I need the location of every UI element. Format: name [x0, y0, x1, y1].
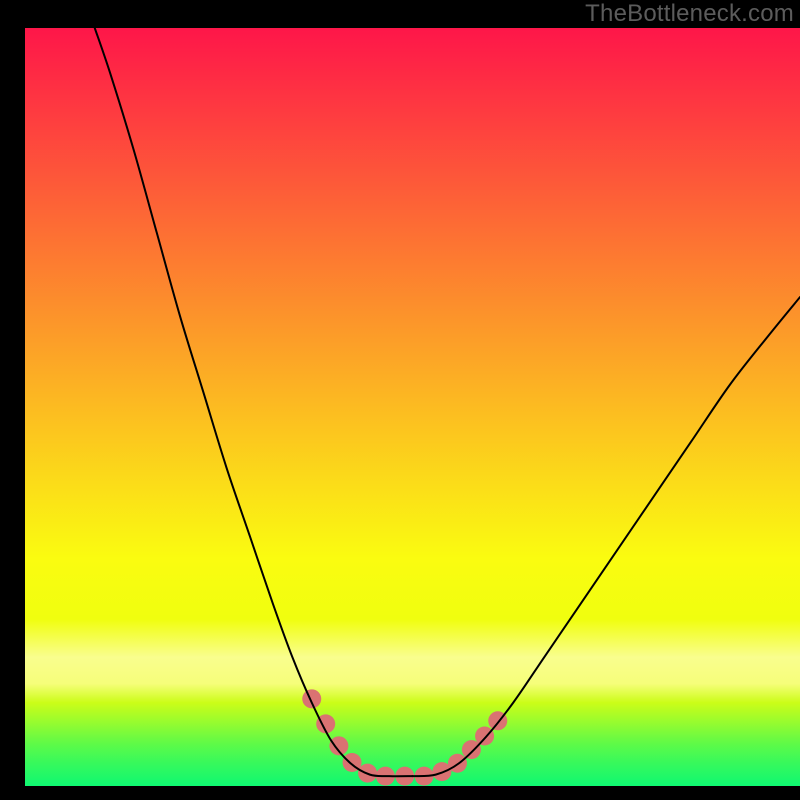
plot-area [25, 28, 800, 786]
curve-overlay [25, 28, 800, 786]
watermark-label: TheBottleneck.com [585, 0, 794, 28]
highlight-dot [302, 689, 321, 708]
highlight-dot [462, 740, 481, 759]
chart-frame: TheBottleneck.com [0, 0, 800, 800]
curve-left [95, 28, 413, 776]
curve-right [413, 297, 800, 776]
